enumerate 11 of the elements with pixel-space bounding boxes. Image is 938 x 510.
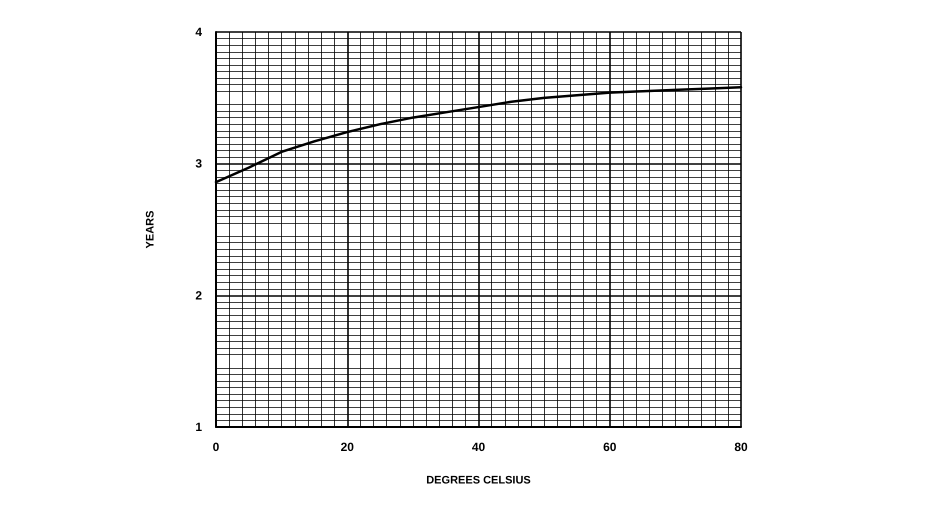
x-tick-label: 80 — [734, 440, 748, 454]
y-axis-title: YEARS — [144, 210, 156, 248]
y-tick-label: 3 — [195, 156, 202, 171]
x-tick-label: 0 — [212, 440, 220, 454]
x-tick-label: 40 — [472, 440, 486, 454]
y-tick-label: 4 — [195, 25, 202, 39]
y-tick-label: 1 — [195, 420, 202, 434]
x-tick-label: 60 — [603, 440, 617, 454]
x-axis-title: DEGREES CELSIUS — [426, 474, 531, 486]
x-tick-label: 20 — [340, 440, 354, 454]
y-tick-label: 2 — [195, 288, 202, 302]
